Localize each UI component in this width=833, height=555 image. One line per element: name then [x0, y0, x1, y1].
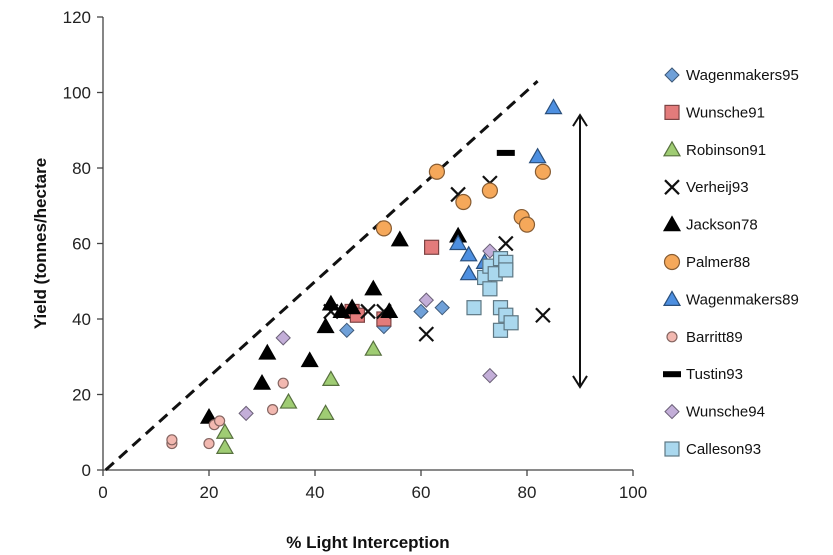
legend-label-wunsche91: Wunsche91 — [686, 104, 765, 121]
point-verheij93 — [360, 303, 376, 320]
point-wagenmakers89 — [449, 234, 468, 251]
point-robinson91 — [215, 438, 234, 454]
x-tick-label: 100 — [619, 483, 647, 502]
y-tick-label: 0 — [82, 461, 91, 480]
legend-marker-palmer88 — [663, 253, 681, 271]
legend-marker-wagenmakers95 — [664, 67, 680, 83]
x-tick-label: 60 — [412, 483, 431, 502]
axes: 0 20 40 60 80 100 120 0 20 40 60 80 100 — [63, 8, 648, 502]
point-jackson78 — [300, 351, 319, 368]
range-arrow-head-top — [572, 113, 588, 127]
legend-label-verheij93: Verheij93 — [686, 179, 749, 196]
point-tustin93 — [496, 149, 515, 156]
point-wunsche94 — [482, 367, 498, 384]
point-jackson78 — [380, 302, 399, 319]
point-robinson91 — [215, 423, 234, 439]
point-jackson78 — [252, 373, 272, 390]
y-tick-label: 40 — [72, 310, 91, 329]
legend-label-wagenmakers89: Wagenmakers89 — [686, 291, 799, 308]
legend-marker-calleson93 — [664, 441, 680, 457]
legend-label-robinson91: Robinson91 — [686, 142, 766, 159]
x-marker-stroke — [450, 186, 466, 203]
x-tick-label: 80 — [518, 483, 537, 502]
point-wagenmakers95 — [434, 299, 450, 316]
y-axis-title: Yield (tonnes/hectare — [31, 158, 50, 329]
point-wunsche91 — [424, 239, 440, 255]
point-barritt89 — [214, 415, 226, 427]
point-robinson91 — [279, 392, 298, 409]
point-palmer88 — [455, 193, 472, 211]
point-jackson78 — [343, 298, 362, 315]
upper-boundary-line — [104, 80, 539, 472]
y-tick-label: 120 — [63, 8, 91, 27]
x-axis-title: % Light Interception — [286, 533, 449, 552]
point-jackson78 — [258, 343, 277, 360]
legend: Wagenmakers95 Wunsche91 Robinson91 Verheij9… — [662, 67, 799, 458]
point-calleson93 — [503, 315, 519, 331]
y-tick-label: 60 — [72, 235, 91, 254]
legend-marker-wunsche94 — [664, 403, 680, 420]
point-wunsche94 — [238, 405, 254, 422]
point-robinson91 — [364, 339, 383, 356]
point-calleson93 — [482, 281, 498, 297]
point-palmer88 — [534, 163, 552, 180]
point-jackson78 — [364, 279, 383, 296]
y-tick-label: 20 — [72, 386, 91, 405]
point-verheij93 — [498, 235, 514, 252]
point-barritt89 — [267, 404, 279, 416]
legend-marker-robinson91 — [662, 140, 682, 157]
legend-label-tustin93: Tustin93 — [686, 366, 743, 383]
point-barritt89 — [166, 434, 178, 446]
x-tick-label: 20 — [200, 483, 219, 502]
legend-marker-tustin93 — [663, 371, 681, 378]
legend-marker-wunsche91 — [664, 104, 680, 121]
legend-marker-barritt89 — [666, 331, 678, 343]
point-jackson78 — [321, 294, 340, 311]
point-wagenmakers95 — [339, 322, 355, 339]
range-arrow-head-bottom — [572, 375, 588, 389]
point-wunsche94 — [275, 330, 291, 346]
point-calleson93 — [466, 300, 482, 316]
x-marker-stroke — [535, 307, 551, 324]
legend-label-wunsche94: Wunsche94 — [686, 404, 765, 421]
point-robinson91 — [321, 370, 340, 386]
legend-label-barritt89: Barritt89 — [686, 329, 743, 346]
point-robinson91 — [316, 404, 335, 420]
point-wagenmakers89 — [459, 264, 478, 281]
point-jackson78 — [316, 317, 335, 334]
point-jackson78 — [390, 230, 409, 247]
x-tick-label: 0 — [98, 483, 107, 502]
legend-marker-verheij93 — [664, 179, 680, 195]
x-marker-stroke — [664, 179, 680, 195]
x-marker-stroke — [418, 326, 435, 342]
point-wagenmakers89 — [544, 98, 563, 115]
legend-label-wagenmakers95: Wagenmakers95 — [686, 67, 799, 84]
y-tick-label: 100 — [63, 84, 91, 103]
x-marker-stroke — [498, 235, 514, 252]
legend-label-calleson93: Calleson93 — [686, 441, 761, 458]
x-tick-label: 40 — [306, 483, 325, 502]
x-marker-stroke — [360, 303, 376, 320]
point-palmer88 — [518, 216, 536, 233]
data-points — [166, 98, 563, 454]
y-tick-label: 80 — [72, 159, 91, 178]
point-palmer88 — [428, 163, 445, 180]
boundary-group — [104, 80, 588, 472]
legend-marker-wagenmakers89 — [662, 290, 682, 306]
point-wagenmakers89 — [528, 147, 547, 164]
point-verheij93 — [535, 307, 551, 324]
point-palmer88 — [481, 182, 498, 199]
legend-marker-jackson78 — [662, 215, 682, 232]
legend-label-palmer88: Palmer88 — [686, 254, 750, 271]
point-barritt89 — [277, 377, 289, 389]
point-palmer88 — [375, 220, 392, 237]
legend-label-jackson78: Jackson78 — [686, 217, 758, 234]
point-calleson93 — [498, 262, 514, 278]
point-wunsche94 — [418, 292, 435, 308]
point-barritt89 — [203, 437, 215, 450]
point-wagenmakers95 — [413, 303, 429, 320]
point-wagenmakers89 — [459, 245, 478, 262]
point-verheij93 — [418, 326, 435, 342]
